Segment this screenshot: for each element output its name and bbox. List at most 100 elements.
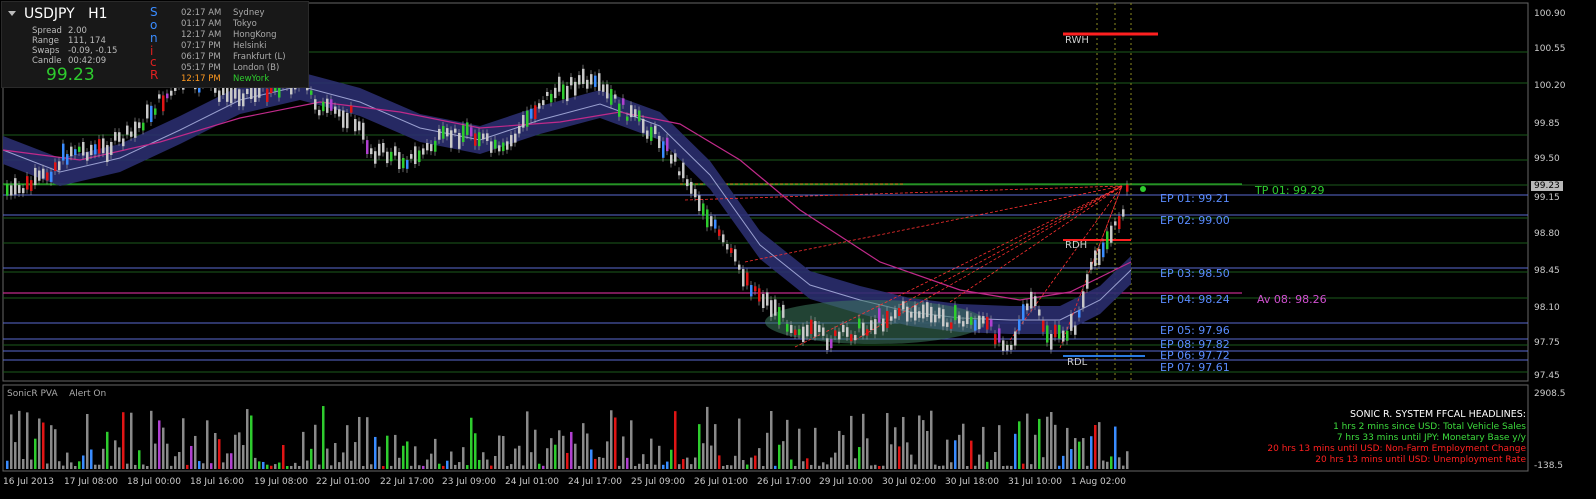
candle [354, 119, 357, 132]
volume-bar [558, 430, 561, 469]
time-axis-label: 16 Jul 2013 [3, 477, 54, 487]
candle [230, 85, 233, 104]
candle [706, 209, 709, 228]
candle [390, 151, 393, 162]
volume-bar [970, 440, 973, 469]
volume-bar [270, 465, 273, 469]
candle [726, 244, 729, 250]
current-price-tag: 99.23 [1531, 181, 1563, 191]
range-label: Range [32, 36, 59, 46]
candle [906, 306, 909, 322]
candle [166, 93, 169, 99]
range-value: 111, 174 [68, 36, 106, 46]
volume-bar [678, 464, 681, 469]
candle [142, 122, 145, 131]
candle [702, 203, 705, 216]
volume-bar [978, 454, 981, 469]
candle [450, 130, 453, 148]
candle [94, 144, 97, 155]
candle [74, 149, 77, 156]
price-axis-label: 100.90 [1534, 9, 1566, 19]
volume-bar [882, 465, 885, 469]
candle [654, 125, 657, 135]
volume-bar [446, 460, 449, 469]
candle [686, 179, 689, 187]
candle [826, 338, 829, 350]
volume-bar [494, 455, 497, 469]
candle [1098, 249, 1101, 265]
volume-bar [802, 461, 805, 469]
session-time: 07:17 PM [181, 41, 221, 51]
candle [418, 150, 421, 163]
volume-bar [474, 433, 477, 469]
symbol-info-panel: USDJPY H1 Spread 2.00 Range 111, 174 Swa… [1, 1, 309, 88]
collapse-triangle-icon[interactable] [8, 11, 16, 16]
entry-label: EP 01: 99.21 [1160, 192, 1230, 205]
candle [990, 319, 993, 327]
candle [550, 93, 553, 103]
candle [430, 144, 433, 152]
candle-value: 00:42:09 [68, 56, 107, 66]
candle [870, 320, 873, 331]
candle [814, 321, 817, 337]
candle [454, 128, 457, 133]
candle [558, 76, 561, 92]
candle [898, 307, 901, 317]
volume-bar [730, 465, 733, 469]
candle [466, 122, 469, 135]
candle [730, 247, 733, 253]
volume-bar [1010, 465, 1013, 469]
candle [374, 151, 377, 164]
session-city: Frankfurt (L) [233, 52, 286, 62]
candle [58, 161, 61, 171]
volume-bar [414, 446, 417, 469]
swaps-label: Swaps [32, 46, 60, 56]
candle [662, 141, 665, 158]
volume-bar [606, 441, 609, 469]
candle [1014, 331, 1017, 346]
volume-bar [1042, 457, 1045, 469]
candle [674, 153, 677, 162]
candle [134, 121, 137, 138]
candle [650, 127, 653, 141]
candle [54, 162, 57, 171]
headline-item: 20 hrs 13 mins until USD: Non-Farm Emplo… [1267, 444, 1526, 454]
candle [154, 108, 157, 115]
volume-bar [906, 442, 909, 469]
volume-bar [314, 424, 317, 469]
candle [1062, 330, 1065, 342]
volume-bar [70, 462, 73, 469]
candle [926, 302, 929, 318]
candle [346, 112, 349, 129]
candle [546, 91, 549, 96]
volume-bar [54, 429, 57, 469]
session-city: Helsinki [233, 41, 267, 51]
volume-bar [50, 425, 53, 469]
candle [838, 331, 841, 340]
candle [334, 106, 337, 114]
candle [1094, 250, 1097, 266]
volume-bar [118, 447, 121, 469]
candle [278, 86, 281, 98]
candle [162, 95, 165, 112]
volume-bar [178, 451, 181, 469]
volume-bar [282, 444, 285, 469]
fan-line [794, 185, 1123, 348]
volume-bar [754, 455, 757, 469]
candle [26, 176, 29, 190]
candle [442, 126, 445, 139]
volume-bar [574, 443, 577, 469]
volume-bar [858, 447, 861, 469]
candle [734, 249, 737, 262]
volume-bar [286, 465, 289, 469]
candle-label: Candle [32, 56, 62, 66]
volume-bar [46, 463, 49, 469]
volume-bar [590, 449, 593, 469]
volume-bar [614, 417, 617, 469]
volume-bar [166, 443, 169, 469]
candle [518, 125, 521, 134]
candle [598, 73, 601, 91]
time-axis-label: 18 Jul 00:00 [127, 477, 181, 487]
candle [670, 154, 673, 164]
time-axis-label: 25 Jul 09:00 [631, 477, 685, 487]
